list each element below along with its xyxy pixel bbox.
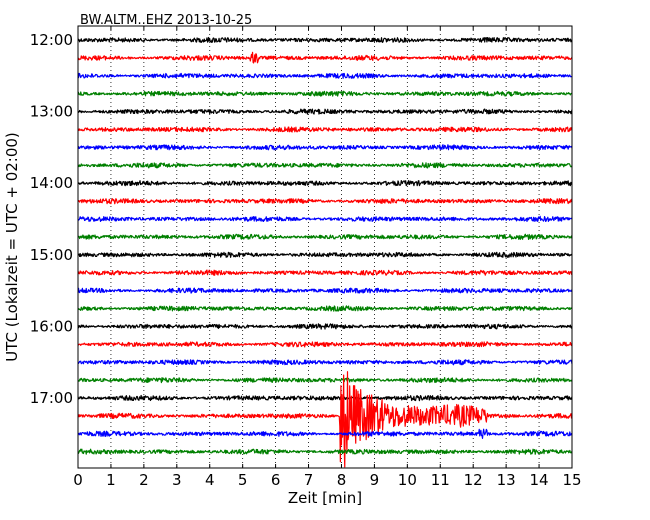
seismic-trace (77, 162, 573, 169)
trace-layer (77, 36, 573, 468)
x-axis-label: Zeit [min] (288, 489, 362, 507)
seismic-trace (77, 341, 573, 348)
seismic-trace (77, 36, 573, 43)
seismic-trace (77, 51, 573, 64)
seismic-trace (77, 448, 573, 455)
seismic-trace (77, 180, 573, 187)
seismic-trace (77, 428, 573, 439)
seismic-trace (77, 72, 573, 79)
seismic-trace (77, 233, 573, 241)
x-tick-label: 6 (271, 471, 281, 489)
seismic-trace (77, 323, 573, 330)
y-axis-label: UTC (Lokalzeit = UTC + 02:00) (3, 132, 21, 362)
seismic-trace (77, 394, 573, 402)
x-tick-label: 0 (73, 471, 83, 489)
seismic-trace (77, 287, 573, 294)
x-tick-label: 12 (464, 471, 483, 489)
seismic-trace (77, 251, 573, 258)
seismic-trace (77, 371, 573, 468)
seismic-trace (77, 305, 573, 312)
seismic-trace (77, 376, 573, 384)
seismic-trace (77, 144, 573, 151)
x-tick-label: 14 (530, 471, 549, 489)
tick-layer: 0 1 2 3 4 5 6 7 8 9 10 11 12 13 14 1512:0013:0014:0015:… (30, 26, 582, 489)
x-tick-label: 9 (370, 471, 380, 489)
seismic-trace (77, 359, 573, 366)
seismic-trace (77, 215, 573, 223)
x-tick-label: 5 (238, 471, 248, 489)
x-tick-label: 11 (431, 471, 450, 489)
y-tick-label: 14:00 (30, 174, 73, 192)
x-tick-label: 8 (337, 471, 347, 489)
x-tick-label: 15 (562, 471, 581, 489)
x-tick-label: 3 (172, 471, 182, 489)
chart-title: BW.ALTM..EHZ 2013-10-25 (80, 13, 252, 28)
x-tick-label: 10 (398, 471, 417, 489)
seismic-trace (77, 90, 573, 97)
x-tick-label: 2 (139, 471, 149, 489)
y-tick-label: 17:00 (30, 389, 73, 407)
y-tick-label: 13:00 (30, 103, 73, 121)
seismic-trace (77, 108, 573, 115)
x-tick-label: 7 (304, 471, 314, 489)
y-tick-label: 16:00 (30, 317, 73, 335)
x-tick-label: 13 (497, 471, 516, 489)
y-tick-label: 12:00 (30, 31, 73, 49)
y-tick-label: 15:00 (30, 246, 73, 264)
x-tick-label: 1 (106, 471, 116, 489)
seismic-trace (77, 126, 573, 133)
seismic-trace (77, 197, 573, 205)
x-tick-label: 4 (205, 471, 215, 489)
plot-frame (77, 25, 573, 469)
seismic-trace (77, 269, 573, 276)
